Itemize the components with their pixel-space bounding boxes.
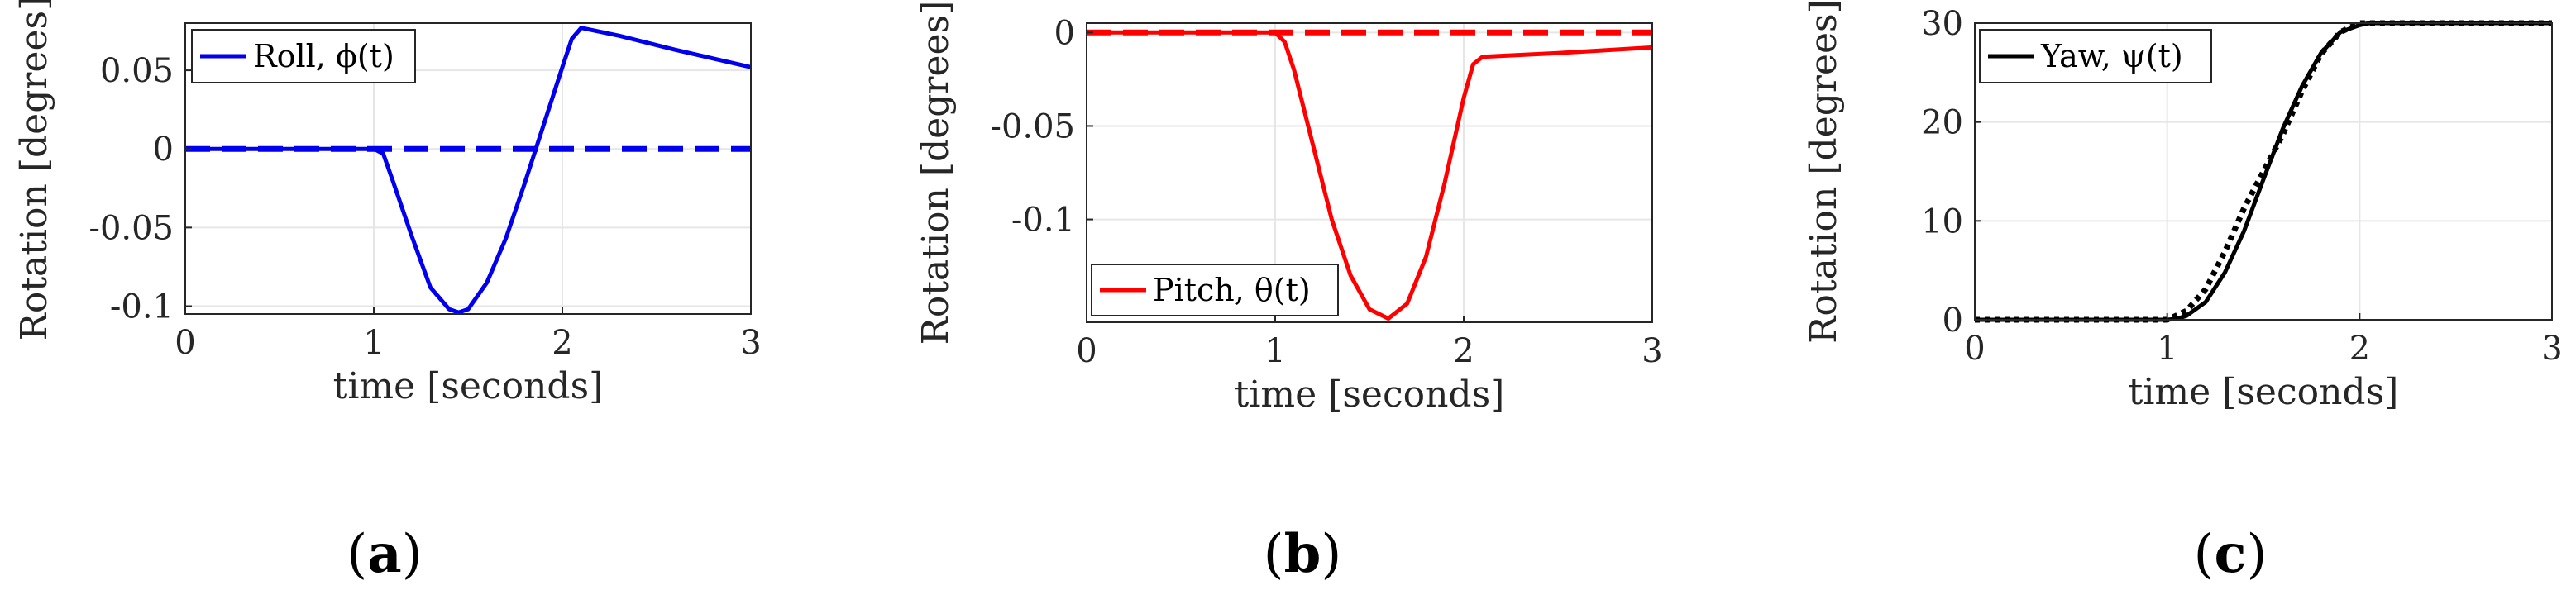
y-tick-label: -0.1: [110, 288, 174, 326]
x-tick-label: 2: [552, 324, 572, 362]
y-axis-label: Rotation [degrees]: [915, 1, 957, 345]
y-tick-label: 30: [1921, 5, 1963, 43]
x-axis-label: time [seconds]: [2129, 371, 2399, 413]
chart-b: 0 1 2 3 -0.1 -0.05 0 time [seconds] Rotation [de…: [915, 1, 1663, 585]
legend: Yaw, ψ(t): [1979, 29, 2212, 83]
series-line-response: [185, 26, 752, 315]
x-tick-label: 1: [1264, 332, 1285, 370]
x-tick-label: 1: [363, 324, 384, 362]
y-tick-label: 10: [1921, 202, 1963, 240]
legend: Roll, ϕ(t): [191, 29, 416, 83]
x-tick-label: 0: [1076, 332, 1097, 370]
legend-box: [191, 29, 416, 83]
y-tick-label: 0: [1054, 14, 1075, 52]
x-tick-label: 3: [1642, 332, 1662, 370]
legend-label: Yaw, ψ(t): [2040, 38, 2183, 74]
x-tick-label: 3: [2541, 330, 2562, 368]
y-tick-label: 0: [153, 131, 174, 169]
x-axis-label: time [seconds]: [1235, 373, 1505, 416]
y-axis-label: Rotation [degrees]: [1803, 0, 1845, 344]
y-tick-label: -0.1: [1011, 202, 1075, 240]
x-tick-label: 2: [1453, 332, 1474, 370]
x-tick-label: 0: [174, 324, 195, 362]
series-line-response: [1087, 30, 1653, 321]
y-tick-label: 20: [1921, 104, 1963, 142]
legend-label: Roll, ϕ(t): [253, 38, 394, 74]
x-tick-label: 1: [2157, 330, 2177, 368]
subfigure-caption: (a): [346, 523, 422, 585]
axes-box: [1086, 22, 1653, 323]
axes-box: [184, 22, 752, 315]
x-tick-label: 3: [740, 324, 761, 362]
legend-label: Pitch, θ(t): [1153, 272, 1311, 308]
y-axis-label: Rotation [degrees]: [13, 0, 55, 340]
x-tick-label: 2: [2349, 330, 2370, 368]
x-axis-label: time [seconds]: [333, 365, 604, 407]
y-tick-label: -0.05: [88, 209, 174, 247]
chart-a: 0 1 2 3 -0.1 -0.05 0 0.05 time [seconds] Rotation…: [13, 0, 762, 585]
y-tick-label: -0.05: [990, 107, 1075, 145]
x-tick-label: 0: [1964, 330, 1985, 368]
subfigure-caption: (b): [1264, 523, 1342, 585]
y-tick-label: 0.05: [100, 52, 174, 90]
subfigure-caption: (c): [2194, 523, 2268, 585]
legend: Pitch, θ(t): [1091, 264, 1339, 316]
y-tick-label: 0: [1943, 302, 1963, 340]
axes-box: [1974, 22, 2553, 321]
